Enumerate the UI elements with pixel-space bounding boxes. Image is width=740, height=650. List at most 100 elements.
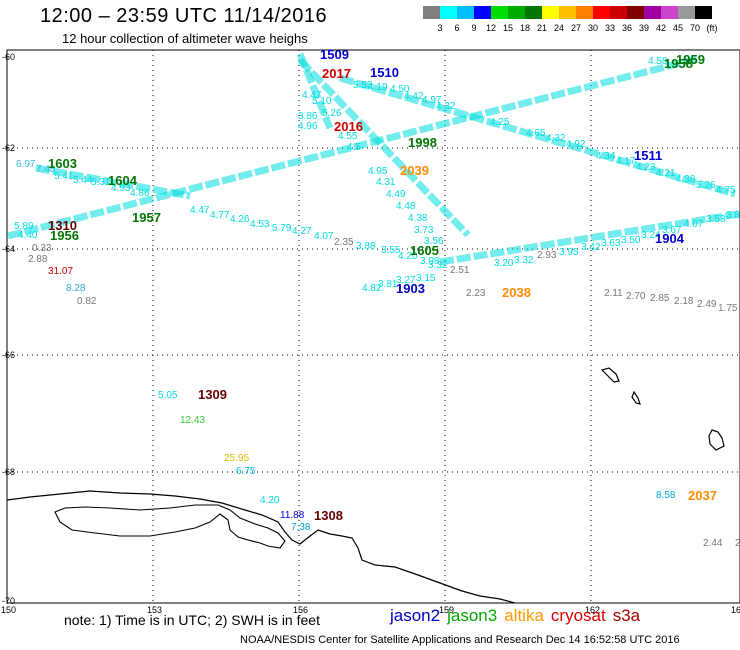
pass-id-label: 1958: [664, 56, 693, 71]
swh-value-label: 4.93: [111, 183, 131, 194]
swh-value-label: 3.55: [381, 245, 401, 256]
colorbar-swatch: [559, 6, 576, 19]
colorbar-label: 15: [502, 23, 514, 33]
swh-value-label: 11.88: [280, 510, 305, 521]
legend-item-s3a: s3a: [612, 606, 641, 625]
island-outline: [631, 390, 641, 405]
colorbar-swatch: [593, 6, 610, 19]
swh-value-label: 2.85: [650, 293, 670, 304]
pass-id-label: 2017: [322, 66, 351, 81]
swh-value-label: 5.05: [158, 390, 178, 401]
pass-id-label: 1308: [314, 508, 343, 523]
latitude-tick-label: -66: [2, 350, 15, 360]
colorbar-swatch: [542, 6, 559, 19]
swh-value-label: 4.47: [190, 205, 210, 216]
colorbar-swatch: [695, 6, 712, 19]
swh-value-label: 2.44: [703, 538, 723, 549]
colorbar-label: 42: [655, 23, 667, 33]
colorbar-label: 27: [570, 23, 582, 33]
swh-value-label: 3.50: [621, 235, 641, 246]
swh-value-label: 4.53: [250, 219, 270, 230]
island-outline: [708, 429, 725, 451]
swh-value-label: 3.20: [494, 258, 514, 269]
swh-value-label: 5.41: [54, 171, 74, 182]
swh-value-label: 6.75: [236, 466, 256, 477]
pass-id-label: 2037: [688, 488, 717, 503]
pass-id-label: 1510: [370, 65, 399, 80]
colorbar-label: 70: [689, 23, 701, 33]
swh-value-label: 4.20: [260, 495, 280, 506]
island-outline: [54, 504, 286, 549]
colorbar-swatch: [644, 6, 661, 19]
swh-value-label: 2.93: [537, 250, 557, 261]
swh-value-label: 5.44: [73, 175, 93, 186]
swh-value-label: 4.47: [302, 90, 322, 101]
swh-value-label: 4.50: [390, 84, 410, 95]
longitude-tick-label: 153: [147, 605, 162, 615]
swh-value-label: 4.55: [338, 131, 358, 142]
swh-value-label: 3.53: [706, 214, 726, 225]
longitude-tick-label: 159: [439, 605, 454, 615]
swh-value-label: 4.58: [648, 56, 668, 67]
longitude-tick-label: 162: [585, 605, 600, 615]
colorbar-swatch: [627, 6, 644, 19]
colorbar-label: 9: [471, 23, 477, 33]
map-subtitle: 12 hour collection of altimeter wave hei…: [62, 31, 308, 46]
swh-value-label: 3.73: [414, 225, 434, 236]
pass-id-label: 1310: [48, 218, 77, 233]
pass-id-label: 1998: [408, 135, 437, 150]
pass-id-label: 1959: [676, 52, 705, 67]
swh-value-label: 2.49: [697, 299, 717, 310]
pass-id-label: 1511: [634, 148, 662, 163]
longitude-tick-label: 165: [731, 605, 740, 615]
swh-value-label: 4.27: [292, 226, 312, 237]
pass-id-label: 1603: [48, 156, 77, 171]
swh-value-label: 3.24: [641, 230, 661, 241]
swh-value-label: 4.65: [526, 128, 546, 139]
swh-value-label: 31.07: [48, 266, 73, 277]
swh-value-label: 4.82: [362, 283, 382, 294]
swh-value-label: 3.27: [396, 275, 416, 286]
swh-value-label: 4.07: [314, 231, 334, 242]
colorbar-label: 3: [437, 23, 443, 33]
colorbar-swatch: [576, 6, 593, 19]
swh-value-label: 0.33: [32, 243, 52, 254]
swh-value-label: 3.32: [514, 255, 534, 266]
swh-value-label: 5.26: [696, 180, 716, 191]
colorbar-label: 18: [519, 23, 531, 33]
swh-value-label: 8.58: [656, 490, 676, 501]
swh-value-label: 3.81: [378, 279, 398, 290]
pass-id-label: 1509: [320, 47, 349, 62]
colorbar-swatch: [610, 6, 627, 19]
swh-value-label: 4.75: [716, 185, 736, 196]
swh-value-label: 0.82: [77, 296, 97, 307]
colorbar-label: 33: [604, 23, 616, 33]
legend-item-jason3: jason3: [447, 606, 498, 625]
swh-value-label: 5.53: [353, 80, 373, 91]
pass-id-label: 1309: [198, 387, 227, 402]
swh-value-label: 4.32: [436, 101, 456, 112]
pass-id-label: 2039: [400, 163, 429, 178]
swh-value-label: 3.32: [428, 260, 448, 271]
colorbar-swatch: [440, 6, 457, 19]
swh-value-label: 4.48: [396, 201, 416, 212]
swh-value-label: 3.98: [420, 256, 440, 267]
swh-value-label: 4.92: [566, 139, 586, 150]
colorbar-label: (ft): [706, 23, 718, 33]
colorbar-swatch: [423, 6, 440, 19]
swh-value-label: 4.86: [130, 188, 150, 199]
pass-id-label: 1903: [396, 281, 425, 296]
swh-value-label: 4.42: [404, 91, 424, 102]
swh-value-label: 5.10: [312, 96, 332, 107]
pass-id-label: 1956: [50, 228, 79, 243]
colorbar-swatch: [457, 6, 474, 19]
satellite-legend: jason2 jason3 altika cryosat s3a: [390, 606, 647, 626]
colorbar-swatch: [491, 6, 508, 19]
swh-value-label: 25.95: [224, 453, 249, 464]
satellite-track: [339, 74, 736, 198]
pass-id-label: 2016: [334, 119, 363, 134]
swh-value-label: 12.43: [180, 415, 205, 426]
swh-value-label: 3.88: [356, 241, 376, 252]
swh-value-label: 5.79: [272, 223, 292, 234]
